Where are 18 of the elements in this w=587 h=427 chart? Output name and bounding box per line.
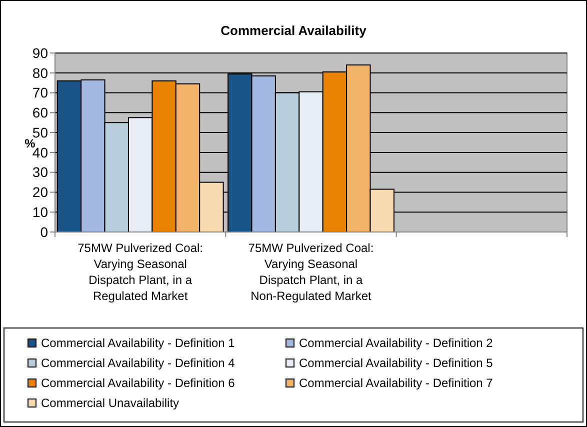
y-tick-label: 20 xyxy=(32,184,48,200)
y-tick-label: 0 xyxy=(40,224,48,240)
legend-label: Commercial Availability - Definition 7 xyxy=(299,376,494,390)
y-tick-label: 70 xyxy=(32,84,48,101)
y-tick-label: 30 xyxy=(32,164,48,180)
y-tick-label: 90 xyxy=(32,44,48,61)
legend-label: Commercial Availability - Definition 5 xyxy=(299,356,494,370)
x-tick-label: 75MW Pulverized Coal: Varying Seasonal Dispatch Plant, in a Regulated Market xyxy=(78,241,204,303)
legend-label: Commercial Availability - Definition 6 xyxy=(41,376,236,390)
y-tick-label: 80 xyxy=(32,64,48,81)
legend-label: Commercial Availability - Definition 2 xyxy=(299,336,494,350)
legend-label: Commercial Availability - Definition 4 xyxy=(41,356,236,370)
chart-title: Commercial Availability xyxy=(220,23,368,38)
legend-label: Commercial Availability - Definition 1 xyxy=(41,336,236,350)
x-tick-label: 75MW Pulverized Coal: Varying Seasonal Dispatch Plant, in a Non-Regulated Market xyxy=(248,241,374,303)
y-tick-label: 60 xyxy=(32,104,48,121)
y-tick-label: 10 xyxy=(32,204,48,220)
legend-label: Commercial Unavailability xyxy=(41,396,180,410)
